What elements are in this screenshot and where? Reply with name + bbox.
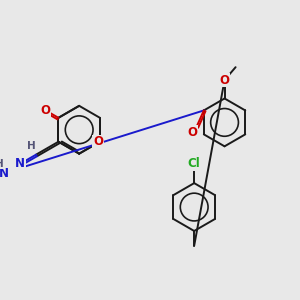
Text: N: N: [15, 157, 25, 170]
Text: O: O: [220, 74, 230, 87]
Text: N: N: [0, 167, 9, 179]
Text: O: O: [93, 135, 103, 148]
Text: H: H: [0, 159, 4, 169]
Text: H: H: [27, 141, 36, 151]
Text: Cl: Cl: [188, 157, 201, 170]
Text: O: O: [188, 126, 198, 139]
Text: O: O: [41, 104, 51, 117]
